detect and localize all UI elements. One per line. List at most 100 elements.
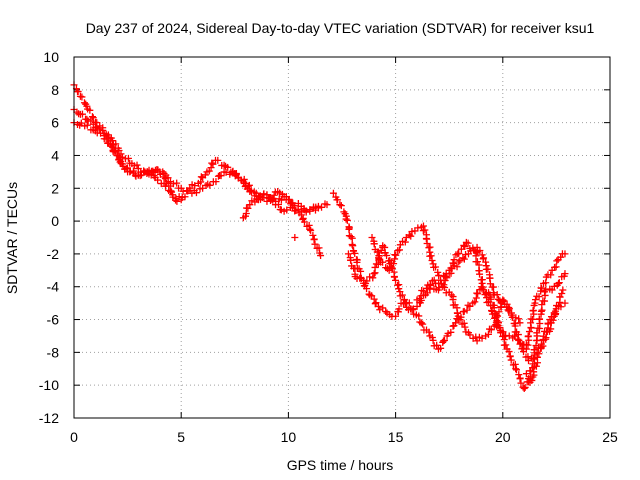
data-point xyxy=(434,268,442,276)
data-point xyxy=(553,257,561,265)
data-point xyxy=(342,215,350,223)
data-point xyxy=(552,263,560,271)
data-point xyxy=(245,181,253,189)
isolated-point xyxy=(522,370,530,378)
x-tick-label: 20 xyxy=(495,429,511,445)
data-point xyxy=(208,159,216,167)
data-point xyxy=(529,307,537,315)
data-point xyxy=(551,307,559,315)
data-point xyxy=(507,356,515,364)
data-point xyxy=(390,260,398,268)
data-point xyxy=(486,274,494,282)
data-point xyxy=(561,270,569,278)
data-point xyxy=(123,164,131,172)
data-point xyxy=(435,284,443,292)
data-point xyxy=(366,291,374,299)
data-point xyxy=(111,148,119,156)
data-point xyxy=(452,319,460,327)
data-point xyxy=(485,298,493,306)
data-point xyxy=(395,305,403,313)
data-point xyxy=(440,281,448,289)
data-point xyxy=(474,290,482,298)
data-point xyxy=(197,173,205,181)
data-point xyxy=(88,113,96,121)
data-point xyxy=(532,296,540,304)
data-point xyxy=(555,279,563,287)
y-tick-label: -4 xyxy=(47,279,60,295)
y-tick-label: -8 xyxy=(47,344,60,360)
data-point xyxy=(419,320,427,328)
y-tick-label: -12 xyxy=(39,410,59,426)
x-tick-label: 5 xyxy=(177,429,185,445)
data-point xyxy=(521,383,529,391)
data-point xyxy=(78,93,86,101)
data-point xyxy=(428,256,436,264)
y-tick-label: -2 xyxy=(47,246,60,262)
isolated-point xyxy=(525,375,533,383)
data-point xyxy=(447,269,455,277)
data-point xyxy=(351,264,359,272)
data-point xyxy=(548,286,556,294)
data-point xyxy=(260,190,268,198)
data-point xyxy=(370,295,378,303)
data-point xyxy=(460,319,468,327)
data-point xyxy=(382,307,390,315)
data-point xyxy=(488,310,496,318)
data-point xyxy=(345,225,353,233)
data-point xyxy=(401,299,409,307)
data-point xyxy=(529,315,537,323)
data-point xyxy=(347,256,355,264)
data-point xyxy=(323,201,331,209)
data-point xyxy=(555,302,563,310)
data-point xyxy=(422,284,430,292)
data-point xyxy=(559,286,567,294)
data-point xyxy=(484,265,492,273)
data-point xyxy=(507,309,515,317)
data-point xyxy=(547,325,555,333)
data-point xyxy=(86,106,94,114)
data-point xyxy=(306,225,314,233)
data-point xyxy=(493,291,501,299)
data-point xyxy=(102,135,110,143)
data-point xyxy=(343,216,351,224)
data-point xyxy=(480,254,488,262)
data-point xyxy=(461,323,469,331)
data-point xyxy=(392,276,400,284)
data-point xyxy=(491,314,499,322)
data-point xyxy=(379,258,387,266)
data-point xyxy=(347,233,355,241)
data-point xyxy=(511,322,519,330)
data-point xyxy=(363,285,371,293)
data-point xyxy=(511,332,519,340)
data-point xyxy=(277,196,285,204)
data-point xyxy=(294,205,302,213)
data-point xyxy=(164,174,172,182)
data-point xyxy=(97,129,105,137)
data-point xyxy=(538,301,546,309)
data-point xyxy=(212,178,220,186)
data-point xyxy=(409,305,417,313)
data-point xyxy=(515,371,523,379)
data-point xyxy=(311,240,319,248)
data-point xyxy=(400,296,408,304)
data-point xyxy=(115,153,123,161)
data-point xyxy=(450,256,458,264)
data-point xyxy=(336,201,344,209)
data-point xyxy=(272,197,280,205)
y-tick-label: -10 xyxy=(39,377,59,393)
data-point xyxy=(306,207,314,215)
data-point xyxy=(370,270,378,278)
data-point xyxy=(407,232,415,240)
data-point xyxy=(363,277,371,285)
y-axis-label: SDTVAR / TECUs xyxy=(4,182,20,294)
data-point xyxy=(356,274,364,282)
data-point xyxy=(283,206,291,214)
data-point xyxy=(270,191,278,199)
data-point xyxy=(427,252,435,260)
data-point xyxy=(317,252,325,260)
data-point xyxy=(423,239,431,247)
data-point xyxy=(561,299,569,307)
data-point xyxy=(453,309,461,317)
data-point xyxy=(473,289,481,297)
data-point xyxy=(246,201,254,209)
